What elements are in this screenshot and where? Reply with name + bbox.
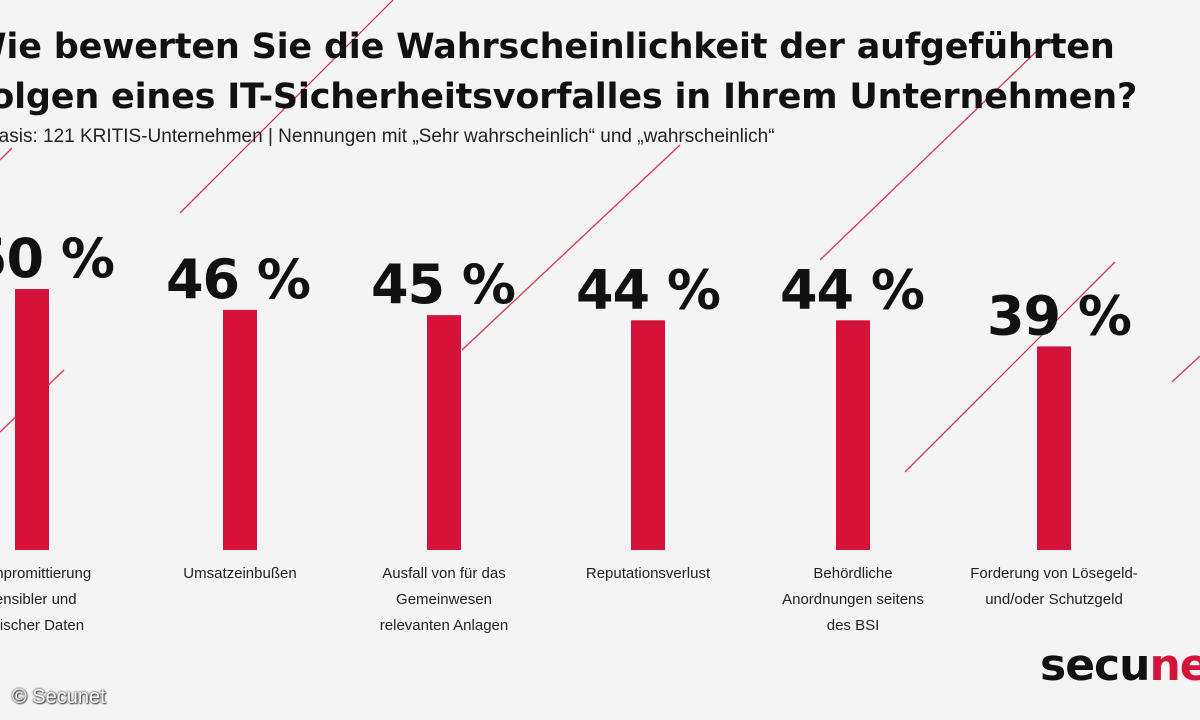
category-label-3-line-0: Reputationsverlust <box>586 565 711 582</box>
category-label-0-line-1: sensibler und <box>0 591 77 608</box>
category-label-5-line-0: Forderung von Lösegeld- <box>970 565 1138 582</box>
logo-text-accent: net <box>1149 640 1200 691</box>
secunet-logo: secunet <box>1040 640 1200 691</box>
value-label-5: 39 % <box>987 284 1131 347</box>
bar-5 <box>1037 346 1071 550</box>
category-label-0-line-2: kritischer Daten <box>0 617 84 634</box>
copyright-notice: © Secunet <box>12 686 106 708</box>
bar-4 <box>836 320 870 550</box>
bar-2 <box>427 315 461 550</box>
value-label-4: 44 % <box>780 258 924 321</box>
category-label-2-line-0: Ausfall von für das <box>382 565 505 582</box>
value-label-0: 50 % <box>0 227 114 290</box>
category-label-0-line-0: Kompromittierung <box>0 565 91 582</box>
category-label-4-line-1: Anordnungen seitens <box>782 591 924 608</box>
category-label-2-line-1: Gemeinwesen <box>396 591 492 608</box>
logo-text-main: secu <box>1040 640 1150 691</box>
category-label-4-line-0: Behördliche <box>813 565 892 582</box>
category-label-1-line-0: Umsatzeinbußen <box>183 565 296 582</box>
category-label-5-line-1: und/oder Schutzgeld <box>985 591 1123 608</box>
chart-title-line-2: Folgen eines IT-Sicherheitsvorfalles in … <box>0 77 1138 117</box>
chart-subtitle: Basis: 121 KRITIS-Unternehmen | Nennunge… <box>0 126 775 147</box>
value-label-2: 45 % <box>371 253 515 316</box>
bar-1 <box>223 309 257 550</box>
category-label-4-line-2: des BSI <box>827 617 880 634</box>
value-label-3: 44 % <box>576 258 720 321</box>
bar-3 <box>631 320 665 550</box>
value-label-1: 46 % <box>166 248 310 311</box>
chart-title: Wie bewerten Sie die Wahrscheinlichkeit … <box>0 22 1137 122</box>
chart-title-line-1: Wie bewerten Sie die Wahrscheinlichkeit … <box>0 27 1115 67</box>
bar-0 <box>15 289 49 550</box>
category-label-2-line-2: relevanten Anlagen <box>380 617 508 634</box>
